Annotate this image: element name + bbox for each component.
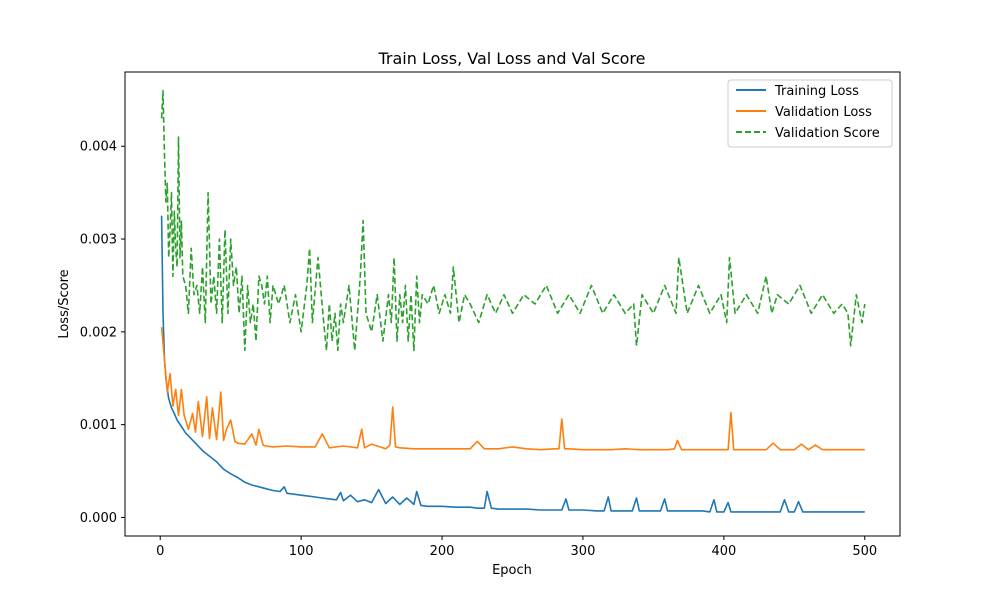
x-tick-label: 400 <box>711 544 736 559</box>
legend-entry-validation-score: Validation Score <box>736 126 880 141</box>
legend-entry-validation-loss: Validation Loss <box>736 105 872 120</box>
x-tick-label: 100 <box>289 544 314 559</box>
series-line-validation-loss <box>160 327 865 451</box>
legend: Training Loss Validation Loss Validation… <box>727 79 893 148</box>
plot-lines <box>160 89 866 513</box>
legend-label-validation-loss: Validation Loss <box>775 105 872 120</box>
y-tick-label: 0.004 <box>80 140 117 155</box>
x-tick-label: 200 <box>430 544 455 559</box>
x-tick-label: 0 <box>156 544 164 559</box>
x-axis-ticks: 0 100 200 300 400 500 <box>156 536 877 559</box>
y-tick-label: 0.001 <box>80 418 117 433</box>
legend-label-training-loss: Training Loss <box>774 84 859 99</box>
legend-label-validation-score: Validation Score <box>775 126 880 141</box>
x-axis-label: Epoch <box>492 563 532 578</box>
y-tick-label: 0.002 <box>80 325 117 340</box>
x-tick-label: 300 <box>571 544 596 559</box>
legend-box <box>727 79 893 148</box>
y-tick-label: 0.003 <box>80 233 117 248</box>
legend-entry-training-loss: Training Loss <box>736 84 859 99</box>
plot-frame <box>124 71 901 537</box>
series-line-validation-score <box>160 89 866 352</box>
chart-title: Train Loss, Val Loss and Val Score <box>378 49 646 68</box>
y-axis-label: Loss/Score <box>57 269 72 338</box>
series-line-training-loss <box>160 215 865 513</box>
y-tick-label: 0.000 <box>80 511 117 526</box>
x-tick-label: 500 <box>852 544 877 559</box>
y-axis-ticks: 0.000 0.001 0.002 0.003 0.004 <box>80 140 125 526</box>
